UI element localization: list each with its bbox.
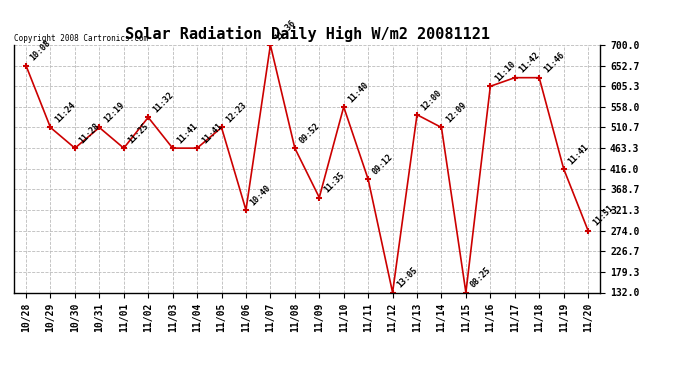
- Text: 09:52: 09:52: [297, 122, 322, 146]
- Text: 11:41: 11:41: [566, 142, 591, 166]
- Text: Copyright 2008 Cartronics.com: Copyright 2008 Cartronics.com: [14, 33, 148, 42]
- Text: 09:12: 09:12: [371, 152, 395, 176]
- Text: 12:23: 12:23: [224, 100, 248, 125]
- Text: 11:25: 11:25: [126, 122, 150, 146]
- Text: 11:40: 11:40: [346, 80, 371, 104]
- Text: 11:51: 11:51: [591, 204, 615, 228]
- Text: 10:08: 10:08: [29, 39, 53, 63]
- Text: 11:32: 11:32: [151, 90, 175, 114]
- Text: 10:40: 10:40: [248, 183, 273, 207]
- Text: 11:28: 11:28: [78, 122, 101, 146]
- Text: 08:25: 08:25: [469, 266, 493, 290]
- Text: 11:46: 11:46: [542, 51, 566, 75]
- Text: 11:24: 11:24: [53, 100, 77, 125]
- Text: 11:41: 11:41: [175, 122, 199, 146]
- Text: 11:36: 11:36: [273, 18, 297, 42]
- Text: 11:41: 11:41: [200, 122, 224, 146]
- Text: 11:35: 11:35: [322, 171, 346, 195]
- Title: Solar Radiation Daily High W/m2 20081121: Solar Radiation Daily High W/m2 20081121: [125, 27, 489, 42]
- Text: 11:10: 11:10: [493, 60, 517, 84]
- Text: 13:05: 13:05: [395, 266, 420, 290]
- Text: 12:09: 12:09: [444, 100, 469, 125]
- Text: 12:00: 12:00: [420, 88, 444, 112]
- Text: 12:19: 12:19: [102, 100, 126, 125]
- Text: 11:42: 11:42: [518, 51, 542, 75]
